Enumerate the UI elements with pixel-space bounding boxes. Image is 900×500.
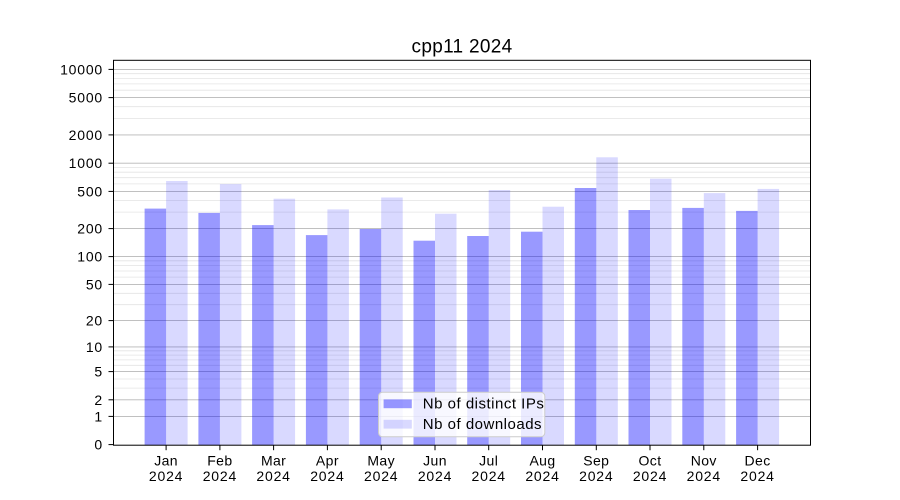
svg-text:2024: 2024 — [256, 468, 290, 484]
svg-text:2024: 2024 — [310, 468, 344, 484]
svg-text:May: May — [367, 453, 395, 469]
svg-text:2024: 2024 — [633, 468, 667, 484]
svg-text:cpp11 2024: cpp11 2024 — [412, 36, 513, 57]
svg-text:2024: 2024 — [364, 468, 398, 484]
svg-text:2024: 2024 — [149, 468, 183, 484]
svg-text:200: 200 — [77, 221, 103, 237]
svg-text:10: 10 — [86, 339, 103, 355]
svg-text:Feb: Feb — [207, 453, 232, 469]
svg-text:Apr: Apr — [316, 453, 339, 469]
svg-text:Nov: Nov — [691, 453, 717, 469]
svg-text:100: 100 — [77, 249, 103, 265]
svg-text:50: 50 — [86, 276, 103, 292]
svg-text:2: 2 — [94, 392, 103, 408]
svg-text:1: 1 — [94, 408, 103, 424]
svg-text:2024: 2024 — [203, 468, 237, 484]
svg-text:2024: 2024 — [579, 468, 613, 484]
svg-text:5: 5 — [94, 364, 103, 380]
svg-text:Aug: Aug — [529, 453, 555, 469]
svg-text:Oct: Oct — [639, 453, 662, 469]
svg-text:1000: 1000 — [69, 155, 103, 171]
svg-text:Sep: Sep — [583, 453, 609, 469]
svg-text:Jul: Jul — [479, 453, 498, 469]
svg-text:2024: 2024 — [418, 468, 452, 484]
svg-text:Jun: Jun — [423, 453, 447, 469]
svg-text:2000: 2000 — [69, 127, 103, 143]
svg-text:Mar: Mar — [261, 453, 286, 469]
svg-text:Dec: Dec — [745, 453, 771, 469]
svg-text:2024: 2024 — [740, 468, 774, 484]
svg-text:Nb of distinct IPs: Nb of distinct IPs — [423, 396, 545, 413]
svg-text:Nb of downloads: Nb of downloads — [423, 416, 542, 433]
svg-text:500: 500 — [77, 183, 103, 199]
svg-text:10000: 10000 — [60, 61, 103, 77]
svg-text:2024: 2024 — [525, 468, 559, 484]
svg-text:5000: 5000 — [69, 90, 103, 106]
svg-text:2024: 2024 — [687, 468, 721, 484]
svg-text:20: 20 — [86, 313, 103, 329]
svg-text:2024: 2024 — [472, 468, 506, 484]
svg-text:Jan: Jan — [154, 453, 178, 469]
svg-text:0: 0 — [94, 437, 103, 453]
